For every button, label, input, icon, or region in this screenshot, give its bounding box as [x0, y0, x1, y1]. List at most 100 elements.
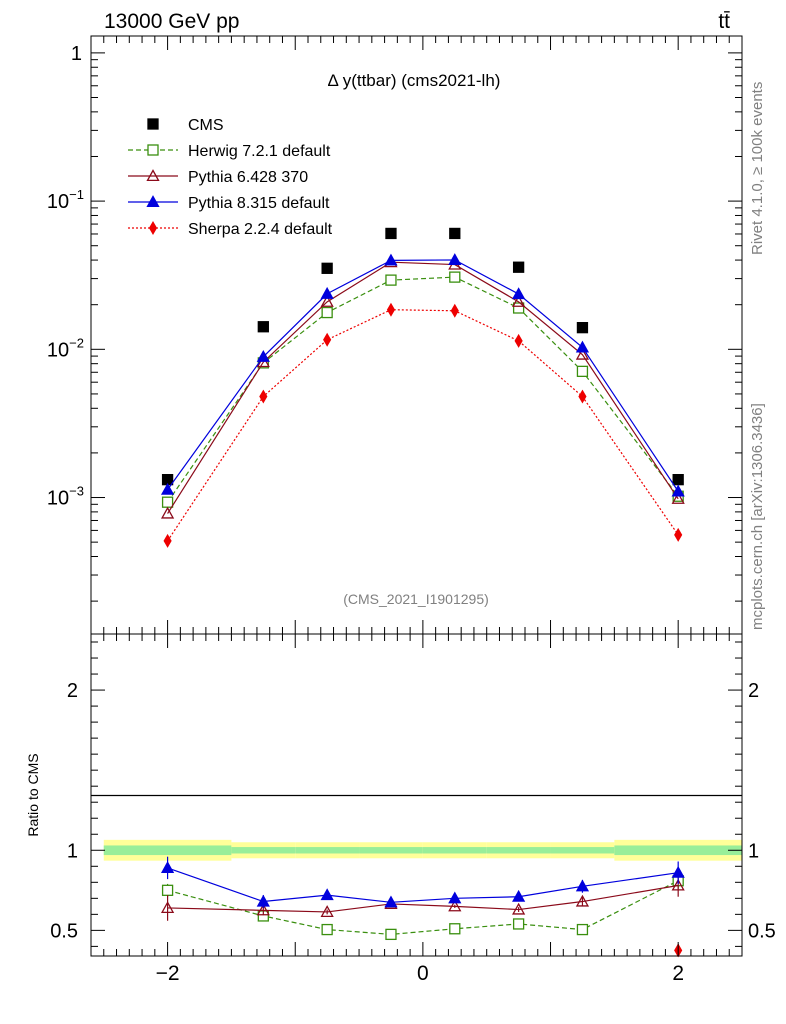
- main-panel: 1 10−1 10−2 10−3 Δ y(ttbar) (cms2021-lh) (C…: [47, 35, 743, 635]
- ratio-axis-ticks: [91, 634, 742, 956]
- main-point: [256, 349, 270, 362]
- main-point: [576, 322, 589, 334]
- ratio-band-inner: [103, 845, 232, 856]
- ratio-y-tick-label-right: 2: [748, 680, 759, 702]
- legend-label: Pythia 8.315 default: [188, 195, 330, 212]
- ratio-point: [671, 865, 685, 878]
- ratio-y-tick-label-left: 1: [67, 840, 78, 862]
- main-title: Δ y(ttbar) (cms2021-lh): [328, 71, 501, 90]
- main-point: [512, 287, 526, 300]
- main-y-tick-label: 10−3: [47, 484, 84, 510]
- main-point: [449, 227, 461, 240]
- ratio-y-tick-label-left: 2: [67, 680, 78, 702]
- ratio-band-inner: [359, 847, 423, 854]
- ratio-point: [448, 891, 462, 904]
- main-point: [672, 474, 684, 486]
- main-series-line: [167, 276, 679, 503]
- legend-entry-1: Herwig 7.2.1 default: [128, 143, 331, 160]
- main-series-line: [167, 309, 679, 542]
- main-series-4: [163, 302, 683, 548]
- legend-marker: [146, 169, 160, 182]
- ratio-point: [576, 923, 589, 936]
- main-point: [578, 389, 587, 404]
- main-series-line: [167, 261, 679, 514]
- legend-entry-0: CMS: [147, 117, 224, 134]
- legend-entry-4: Sherpa 2.2.4 default: [128, 221, 333, 238]
- main-point: [163, 533, 172, 548]
- legend-marker: [148, 221, 158, 235]
- ratio-band-inner: [550, 847, 615, 854]
- ratio-series-line: [167, 884, 679, 913]
- ratio-series-line: [167, 867, 679, 903]
- ratio-point: [384, 895, 398, 908]
- legend-entry-3: Pythia 8.315 default: [128, 195, 330, 212]
- ratio-point: [385, 928, 397, 941]
- ratio-point: [320, 888, 334, 901]
- main-point: [320, 286, 334, 299]
- ratio-point: [575, 894, 590, 907]
- legend: CMS Herwig 7.2.1 default Pythia 6.428 370 P…: [128, 117, 333, 238]
- legend-marker: [147, 118, 159, 130]
- x-tick-labels: −2 0 2: [156, 962, 684, 985]
- main-series-3: [160, 253, 685, 497]
- legend-label: CMS: [188, 117, 224, 134]
- main-point: [671, 491, 685, 504]
- main-point: [512, 295, 526, 307]
- ratio-point: [671, 878, 685, 891]
- main-point: [512, 302, 525, 314]
- rivet-version-label: Rivet 4.1.0, ≥ 100k events: [749, 82, 766, 255]
- main-y-tick-label: 10−2: [47, 335, 84, 361]
- ratio-panel: 0.5 0.5 1 1 2 2 −2 0 2 Ratio to CMS: [25, 633, 776, 985]
- main-point: [160, 506, 175, 519]
- main-axis-ticks: [91, 36, 742, 634]
- ratio-series-line: [167, 880, 679, 935]
- ratio-point: [575, 879, 590, 892]
- main-series-line: [167, 259, 679, 492]
- legend-label: Pythia 6.428 370: [188, 169, 308, 186]
- main-point: [386, 302, 396, 317]
- main-point: [323, 332, 332, 347]
- main-point: [575, 347, 590, 360]
- x-tick-label: 0: [417, 962, 429, 985]
- main-series-0: [161, 227, 684, 486]
- main-point: [448, 253, 462, 265]
- x-tick-label: 2: [672, 962, 684, 985]
- main-series: [160, 227, 685, 548]
- ratio-band-inner: [614, 845, 742, 856]
- main-point: [385, 274, 397, 286]
- main-point: [257, 321, 269, 333]
- ratio-point: [256, 894, 270, 907]
- main-point: [161, 496, 174, 508]
- ratio-point: [321, 923, 333, 936]
- ratio-series: [160, 856, 685, 958]
- ratio-point: [160, 901, 175, 913]
- ratio-point: [161, 884, 174, 896]
- ratio-band-inner: [295, 847, 360, 854]
- ratio-ylabel: Ratio to CMS: [25, 753, 41, 836]
- ratio-y-tick-labels: 0.5 0.5 1 1 2 2: [50, 680, 776, 942]
- ratio-frame: [90, 633, 743, 957]
- main-point: [320, 295, 334, 307]
- legend-label: Sherpa 2.2.4 default: [188, 221, 333, 238]
- analysis-label: (CMS_2021_I1901295): [343, 591, 489, 607]
- legend-entry-2: Pythia 6.428 370: [128, 169, 308, 186]
- ratio-band-inner: [486, 847, 551, 854]
- main-point: [674, 527, 683, 542]
- main-point: [450, 303, 459, 318]
- main-point: [384, 253, 398, 266]
- ratio-y-tick-label-left: 0.5: [50, 920, 78, 942]
- ratio-point: [160, 861, 175, 873]
- main-point: [514, 333, 523, 348]
- main-point: [321, 262, 333, 274]
- legend-marker: [146, 195, 160, 208]
- ratio-y-tick-label-right: 1: [748, 840, 759, 862]
- main-point: [259, 389, 268, 404]
- main-point: [321, 306, 333, 319]
- main-point: [512, 261, 525, 273]
- ratio-point: [320, 905, 334, 917]
- ratio-band-inner: [231, 847, 296, 854]
- ratio-point: [512, 918, 525, 930]
- ratio-point: [449, 923, 461, 935]
- ratio-point: [512, 902, 526, 915]
